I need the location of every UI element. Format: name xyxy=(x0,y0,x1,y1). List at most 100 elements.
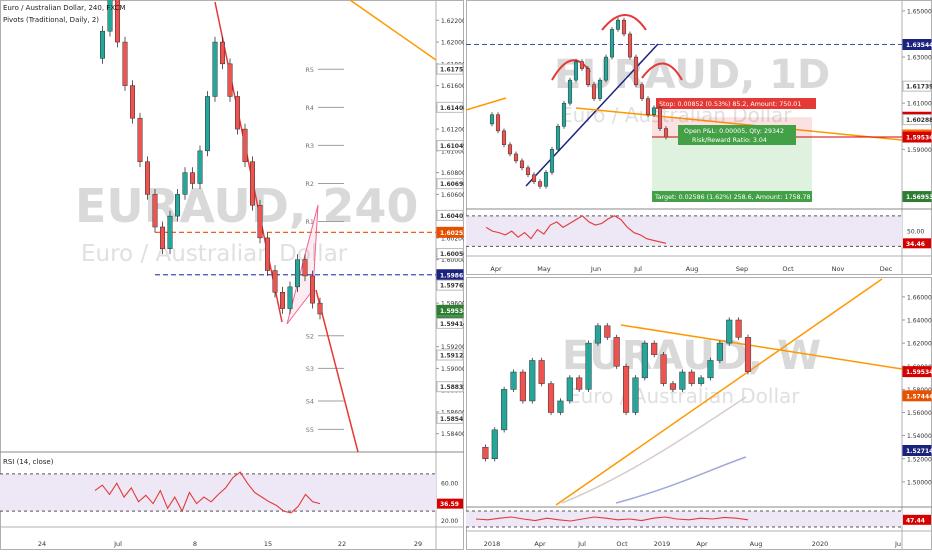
chart-4h-title: Euro / Australian Dollar, 240, FXCM xyxy=(3,4,126,12)
candle-body xyxy=(543,172,549,187)
candle-body xyxy=(501,130,507,145)
price-label-box xyxy=(902,390,932,402)
candle-body xyxy=(272,270,278,293)
candle-body xyxy=(145,161,150,195)
candle-body xyxy=(645,98,651,115)
price-label-text: 1.61400 xyxy=(440,105,464,112)
indicator-band xyxy=(466,215,902,247)
pivot-label: R4 xyxy=(305,104,314,112)
x-tick-label: 15 xyxy=(264,540,272,548)
candle-body xyxy=(212,41,218,97)
candle-body xyxy=(632,377,639,413)
candle-body xyxy=(597,79,603,99)
candle-body xyxy=(507,144,513,155)
candle-body xyxy=(122,41,128,86)
price-label-text: 1.61049 xyxy=(440,143,464,150)
candle-body xyxy=(639,84,645,99)
candle-body xyxy=(295,259,300,288)
candle-body xyxy=(594,325,601,344)
moving-average-1 xyxy=(561,396,747,504)
candle-body xyxy=(227,63,233,97)
price-label-text: 1.56953 xyxy=(906,194,932,201)
y-tick-label: 1.52000 xyxy=(907,456,932,463)
price-label-text: 1.58541 xyxy=(440,416,464,423)
head-shoulder-head xyxy=(601,14,647,31)
candle-body xyxy=(265,237,270,271)
indicator-last-value: 36.59 xyxy=(440,501,459,508)
panel-weekly-chart[interactable]: EURAUD, W Euro / Australian Dollar 1.66000… xyxy=(466,277,932,550)
price-label-box xyxy=(436,101,464,113)
pivot-label: S5 xyxy=(306,426,314,434)
x-tick-label: 24 xyxy=(38,540,46,548)
price-label-text: 1.60288 xyxy=(906,117,932,124)
price-label-box xyxy=(902,114,932,126)
price-label-text: 1.60056 xyxy=(440,251,464,258)
candle-body xyxy=(531,174,537,182)
candle-body xyxy=(651,107,657,115)
candle-body xyxy=(525,167,531,175)
price-label-box xyxy=(436,317,464,329)
x-tick-label: 22 xyxy=(338,540,346,548)
candle-body xyxy=(609,29,615,58)
orange-trend-line xyxy=(349,0,437,61)
y-tick-label: 1.62000 xyxy=(907,341,932,348)
y-tick-label: 1.61600 xyxy=(441,83,464,90)
candle-body xyxy=(100,30,105,59)
y-tick-label: 1.59600 xyxy=(441,301,464,308)
x-tick-label: 2018 xyxy=(484,540,501,548)
candle-body xyxy=(651,342,658,355)
price-label-text: 1.59414 xyxy=(440,321,464,328)
panel-4h-chart[interactable]: EURAUD, 240 Euro / Australian Dollar 1.622… xyxy=(0,0,470,550)
y-tick-label: 1.63000 xyxy=(907,55,932,62)
price-label-box xyxy=(436,63,464,75)
candle-body xyxy=(585,342,592,390)
pivot-label: S3 xyxy=(306,365,314,373)
price-label-text: 1.59534 xyxy=(440,308,464,315)
price-label-box xyxy=(436,279,464,291)
candle-body xyxy=(190,172,195,184)
descending-line xyxy=(620,324,903,370)
chart-4h-subtitle: Pivots (Traditional, Daily, 2) xyxy=(3,16,100,24)
indicator-tick-label: 50.00 xyxy=(907,229,924,236)
candle-body xyxy=(669,383,677,390)
y-tick-label: 1.60200 xyxy=(441,235,464,242)
candle-body xyxy=(302,259,308,277)
candle-body xyxy=(585,68,591,85)
x-tick-label: 29 xyxy=(414,540,422,548)
x-tick-label: Aug xyxy=(686,265,699,273)
candle-body xyxy=(561,102,567,127)
candle-body xyxy=(280,292,285,309)
price-label-box xyxy=(436,412,464,424)
candle-body xyxy=(633,56,639,85)
candle-body xyxy=(250,161,255,206)
y-tick-label: 1.65000 xyxy=(907,8,932,15)
candle-body xyxy=(257,204,263,239)
candle-body xyxy=(716,342,723,361)
candle-body xyxy=(641,342,648,379)
price-label-box xyxy=(902,39,932,51)
candle-body xyxy=(538,360,545,384)
candle-body xyxy=(579,61,585,69)
price-label-text: 1.59123 xyxy=(440,353,464,360)
candle-body xyxy=(482,446,489,459)
price-label-text: 1.63544 xyxy=(906,42,932,49)
candle-body xyxy=(489,114,495,125)
x-tick-label: Ju xyxy=(894,540,901,548)
y-tick-label: 1.60000 xyxy=(441,257,464,264)
bearish-trend-line xyxy=(214,1,283,323)
price-label-box xyxy=(902,444,932,456)
candle-body xyxy=(205,96,210,152)
candle-body xyxy=(175,194,180,217)
indicator-last-box xyxy=(903,238,931,249)
y-tick-label: 1.64000 xyxy=(907,318,932,325)
candle-body xyxy=(603,56,609,81)
candle-body xyxy=(501,389,508,431)
candle-body xyxy=(242,128,248,162)
target-label: Target: 0.02586 (1.62%) 258.6, Amount: 1… xyxy=(654,194,811,201)
panel-daily-chart[interactable]: EURAUD, 1D Euro / Australian Dollar 1.6500… xyxy=(465,0,932,275)
candle-body xyxy=(627,33,633,58)
